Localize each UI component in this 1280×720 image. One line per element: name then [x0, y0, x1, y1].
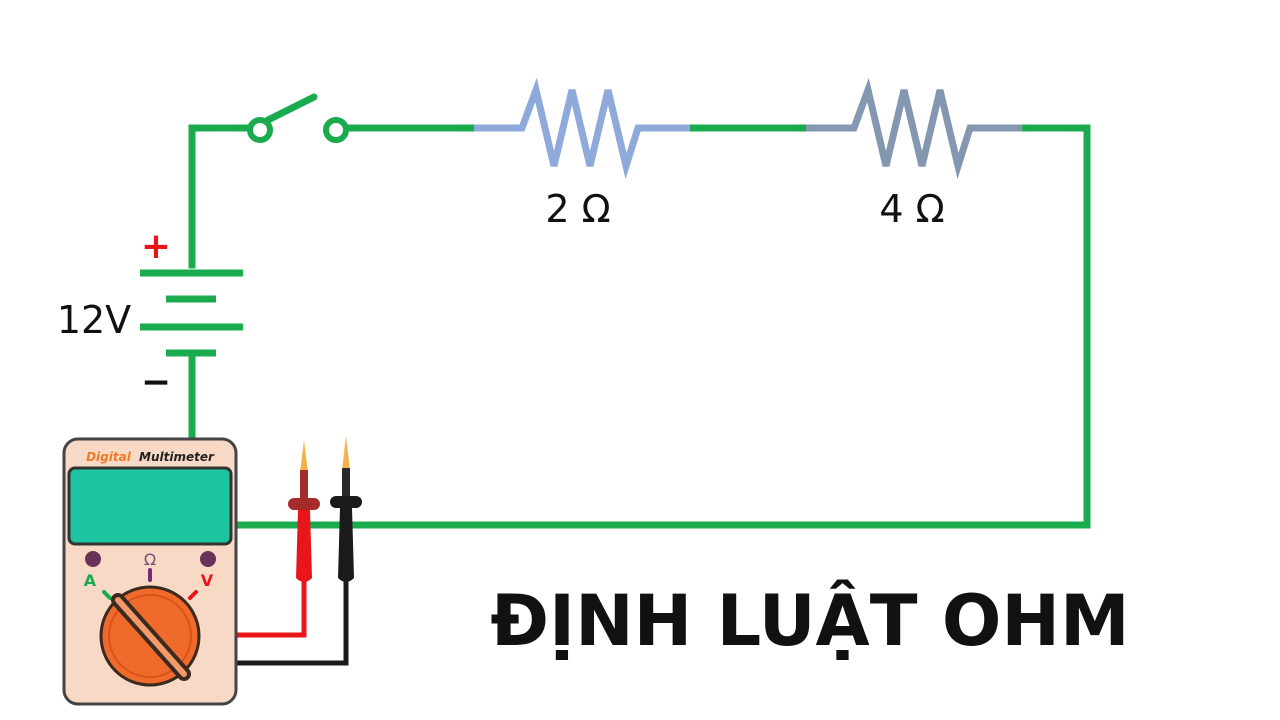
black-probe-tip-icon — [342, 436, 350, 470]
switch-lever — [264, 93, 318, 124]
selector-dial-inner — [108, 594, 192, 678]
resistor-2-ohm — [474, 77, 690, 180]
probe-leads — [236, 580, 349, 666]
jack-v-icon — [200, 551, 216, 567]
wire-left-top — [188, 124, 256, 269]
red-probe-handle — [296, 510, 312, 582]
switch-terminal-left — [247, 117, 273, 143]
circuit-wires — [188, 124, 1091, 529]
switch-terminal-right — [323, 117, 349, 143]
jack-a-icon — [85, 551, 101, 567]
resistor-2-ohm-label: 2 Ω — [545, 187, 610, 231]
black-probe-handle — [338, 508, 354, 582]
black-probe-guard — [330, 496, 362, 508]
wire-right-loop — [232, 124, 1091, 529]
multimeter: Digital Multimeter Ω A V — [62, 437, 238, 706]
red-probe — [288, 440, 320, 582]
multimeter-brand-word1: Digital — [86, 450, 132, 464]
multimeter-screen — [67, 466, 233, 546]
multimeter-brand: Digital Multimeter — [86, 450, 215, 464]
red-probe-tip-icon — [300, 440, 308, 472]
battery — [140, 269, 243, 357]
black-probe-shaft — [342, 468, 350, 498]
red-probe-lead — [236, 580, 307, 638]
mode-a-tick — [102, 590, 112, 600]
mode-v-label: V — [201, 571, 214, 590]
mode-v-tick — [188, 590, 198, 600]
mode-ohm-label: Ω — [144, 550, 156, 569]
battery-plus-sign: + — [141, 226, 171, 267]
resistor-2-ohm-zigzag — [474, 77, 690, 180]
selector-knob-highlight — [115, 597, 187, 677]
resistor-4-ohm — [806, 77, 1022, 180]
battery-voltage-label: 12V — [57, 298, 131, 342]
black-probe — [330, 436, 362, 582]
resistor-4-ohm-zigzag — [806, 77, 1022, 180]
resistor-4-ohm-label: 4 Ω — [879, 187, 944, 231]
red-probe-shaft — [300, 470, 308, 500]
red-probe-guard — [288, 498, 320, 510]
battery-minus-sign: − — [141, 362, 171, 403]
black-probe-lead — [236, 580, 349, 666]
multimeter-brand-word2: Multimeter — [139, 450, 215, 464]
diagram-title: ĐỊNH LUẬT OHM — [490, 579, 1129, 662]
switch — [247, 93, 349, 143]
mode-a-label: A — [84, 571, 97, 590]
